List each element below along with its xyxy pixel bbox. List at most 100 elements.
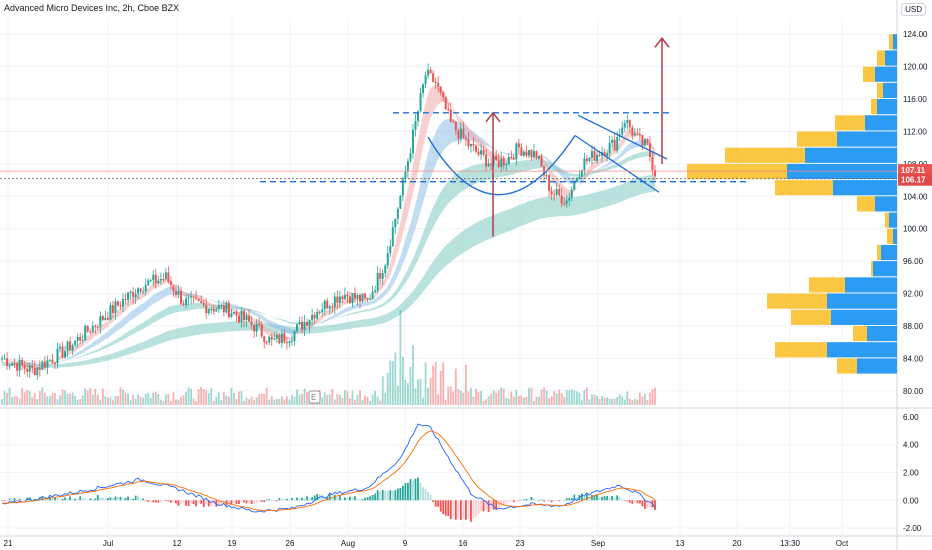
- macd-histogram-bar: [583, 495, 586, 501]
- macd-histogram-bar: [157, 500, 160, 503]
- volume-bar: [646, 399, 649, 405]
- candle-body: [253, 324, 256, 332]
- time-tick-label: 9: [403, 539, 408, 548]
- volume-bar: [86, 390, 89, 405]
- volume-bar: [338, 395, 341, 405]
- macd-histogram-bar: [623, 500, 626, 501]
- candle-body: [192, 296, 195, 298]
- volume-bar: [341, 397, 344, 405]
- candle-body: [210, 308, 213, 310]
- volume-bar: [255, 397, 258, 405]
- macd-histogram-bar: [429, 494, 432, 501]
- candle-body: [202, 303, 205, 305]
- macd-histogram-bar: [51, 498, 54, 501]
- volume-bar: [240, 391, 243, 405]
- candle-body: [275, 334, 278, 339]
- volume-profile-bar: [791, 309, 831, 325]
- candle-body: [41, 361, 44, 370]
- candle-body: [53, 362, 56, 364]
- volume-bar: [379, 400, 382, 405]
- volume-bar: [401, 356, 404, 405]
- volume-bar: [202, 389, 205, 405]
- macd-histogram-bar: [533, 498, 535, 501]
- volume-bar: [593, 394, 596, 405]
- volume-bar: [631, 400, 634, 405]
- macd-tick-label: -2.00: [903, 524, 922, 533]
- candle-body: [442, 92, 445, 98]
- candle-body: [227, 302, 230, 317]
- volume-bar: [606, 397, 608, 405]
- candle-body: [520, 147, 523, 156]
- candle-body: [563, 203, 566, 205]
- candle-body: [222, 305, 225, 313]
- macd-histogram-bar: [308, 497, 311, 501]
- volume-profile-bar: [883, 82, 897, 99]
- candle-body: [525, 151, 528, 156]
- macd-histogram-bar: [374, 493, 377, 501]
- macd-histogram-bar: [205, 500, 208, 504]
- volume-bar: [359, 390, 361, 405]
- volume-bar: [442, 362, 445, 405]
- macd-histogram-bar: [424, 489, 427, 501]
- candle-body: [308, 320, 311, 327]
- candle-body: [260, 324, 263, 337]
- macd-histogram-bar: [260, 500, 263, 502]
- volume-bar: [371, 394, 374, 405]
- candle-body: [326, 300, 329, 309]
- macd-histogram-bar: [293, 499, 296, 501]
- price-tick-label: 112.00: [903, 127, 927, 136]
- candle-body: [490, 163, 493, 165]
- macd-histogram-bar: [175, 500, 177, 504]
- macd-tick-label: 6.00: [903, 413, 919, 422]
- volume-profile-bar: [871, 99, 877, 115]
- macd-histogram-bar: [482, 500, 485, 512]
- volume-bar: [89, 388, 92, 405]
- volume-bar: [273, 399, 276, 405]
- candle-body: [555, 189, 558, 195]
- volume-profile-bar: [797, 131, 837, 147]
- candle-body: [318, 311, 321, 313]
- candle-body: [71, 344, 74, 351]
- volume-bar: [568, 390, 571, 405]
- macd-histogram-bar: [250, 500, 253, 505]
- candle-body: [560, 195, 563, 204]
- candle-body: [144, 285, 147, 292]
- candle-body: [38, 367, 41, 370]
- macd-histogram-bar: [147, 500, 150, 502]
- volume-bar: [555, 393, 558, 405]
- candle-body: [545, 175, 548, 177]
- macd-histogram-bar: [177, 500, 180, 506]
- cup-curve: [427, 135, 576, 196]
- candle-body: [593, 151, 596, 161]
- volume-bar: [112, 400, 114, 405]
- macd-histogram-bar: [359, 499, 361, 501]
- currency-badge[interactable]: USD: [901, 3, 926, 16]
- volume-bar: [437, 394, 440, 405]
- macd-histogram-bar: [492, 500, 495, 510]
- volume-bar: [530, 387, 533, 405]
- candle-body: [439, 86, 442, 93]
- macd-histogram-bar: [303, 498, 306, 501]
- macd-histogram-bar: [497, 500, 500, 509]
- macd-histogram-bar: [139, 499, 142, 501]
- volume-profile-bar: [775, 342, 827, 358]
- macd-histogram-bar: [235, 500, 238, 504]
- macd-histogram-bar: [248, 500, 250, 503]
- macd-histogram-bar: [379, 491, 382, 501]
- volume-bar: [331, 388, 334, 405]
- candle-body: [394, 218, 397, 228]
- macd-histogram-bar: [611, 496, 614, 501]
- candle-body: [157, 280, 160, 284]
- candle-body: [437, 82, 440, 87]
- volume-bar: [553, 391, 556, 405]
- macd-tick-label: 0.00: [903, 496, 919, 505]
- macd-tick-label: 4.00: [903, 441, 919, 450]
- time-tick-label: 19: [228, 539, 237, 548]
- macd-histogram-bar: [586, 493, 588, 501]
- ma-ribbon-mid: [2, 151, 655, 363]
- candle-body: [399, 195, 402, 209]
- volume-bar: [507, 398, 510, 405]
- volume-bar: [220, 400, 223, 405]
- volume-bar: [417, 379, 419, 405]
